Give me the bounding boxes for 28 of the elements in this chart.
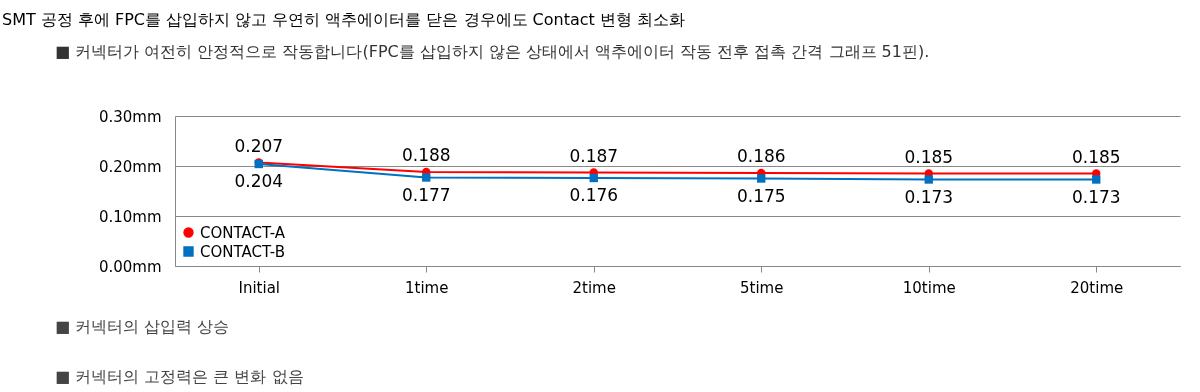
- text: ■ 커넥터의 고정력은 큰 변화 없음: [55, 367, 304, 386]
- data-label: 0.173: [1071, 186, 1121, 207]
- x-tick-label: 10time: [902, 278, 956, 297]
- data-label: 0.173: [904, 186, 954, 207]
- legend-label: CONTACT-A: [200, 223, 286, 242]
- x-tick-label: 2time: [572, 278, 616, 297]
- y-tick-label: 0.00mm: [98, 257, 162, 276]
- data-label: 0.186: [736, 146, 786, 166]
- chart-subtitle: ■ 커넥터가 여전히 안정적으로 작동합니다(FPC를 삽입하지 않은 상태에서 액추에이터 작동 전후 접촉 간격 그래프 51핀).: [55, 42, 930, 61]
- chart-title: SMT 공정 후에 FPC를 삽입하지 않고 우연히 액추에이터를 닫은 경우에도 Contact 변형 최소화: [2, 10, 686, 29]
- text: ■ 커넥터의 삽입력 상승: [55, 317, 230, 336]
- x-tick-label: 5time: [740, 278, 784, 297]
- x-tick-label: Initial: [238, 278, 281, 297]
- data-label: 0.176: [569, 185, 619, 205]
- data-label: 0.185: [1071, 146, 1121, 167]
- legend-label: CONTACT-B: [200, 242, 285, 261]
- data-label: 0.188: [401, 145, 451, 165]
- data-label: 0.204: [234, 171, 284, 191]
- data-label: 0.185: [904, 146, 954, 167]
- x-tick-label: 20time: [1070, 278, 1124, 297]
- data-label: 0.207: [234, 135, 284, 156]
- data-label: 0.187: [569, 145, 619, 166]
- y-tick-label: 0.10mm: [98, 207, 162, 226]
- y-tick-label: 0.20mm: [98, 157, 162, 176]
- data-label: 0.177: [401, 184, 451, 205]
- data-label: 0.175: [736, 185, 786, 206]
- y-tick-label: 0.30mm: [98, 107, 162, 126]
- x-tick-label: 1time: [405, 278, 449, 297]
